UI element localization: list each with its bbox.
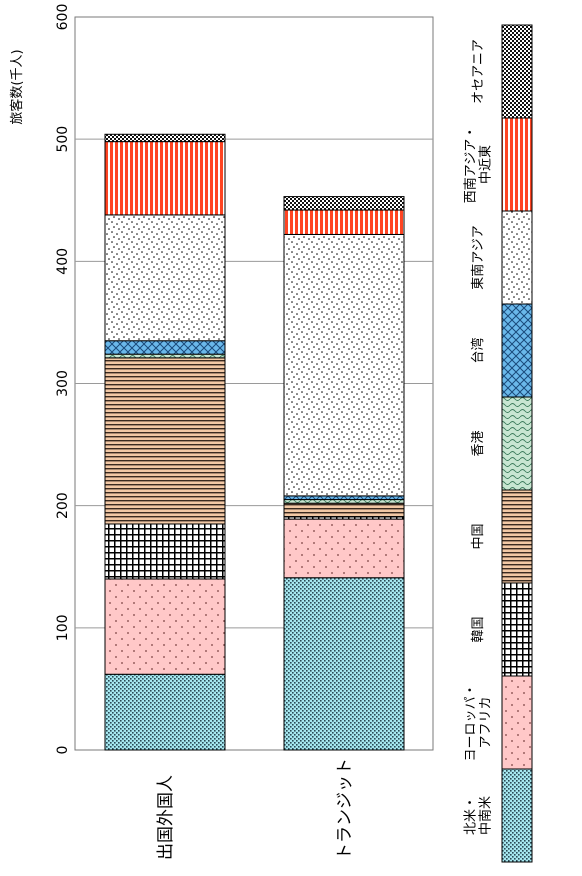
legend-swatch xyxy=(501,396,533,491)
legend-label: 台湾 xyxy=(470,337,486,363)
legend-label: 中国 xyxy=(471,523,486,549)
category-label: トランジット xyxy=(335,758,355,860)
bar-segment xyxy=(104,141,226,216)
y-tick-label: 100 xyxy=(55,614,71,641)
tick-labels: 0 100 200 300 400 500 600 xyxy=(55,4,71,755)
category-label: 出国外国人 xyxy=(156,775,176,860)
bar-segment xyxy=(283,577,405,751)
legend-label: 西南アジア・ xyxy=(463,126,479,203)
legend-label: 韓国 xyxy=(471,616,486,642)
bar-segment xyxy=(283,196,405,211)
legend: 北米・ 中南米 ヨーロッパ・ アフリカ 韓国 中国 香港 台湾 東南アジア 西南アジア・ 中近東 オセ… xyxy=(463,24,533,863)
bars xyxy=(104,133,405,751)
legend-label: 中近東 xyxy=(478,145,494,184)
bar-segment xyxy=(104,357,226,525)
category-labels: 出国外国人 トランジット xyxy=(156,758,355,860)
y-tick-label: 400 xyxy=(55,248,71,275)
legend-label: ヨーロッパ・ xyxy=(464,683,479,761)
y-tick-label: 500 xyxy=(55,126,71,153)
legend-swatch xyxy=(501,675,533,770)
bar-segment xyxy=(104,673,226,751)
legend-label: アフリカ xyxy=(479,696,494,748)
legend-swatch xyxy=(501,24,533,119)
bar-segment xyxy=(104,578,226,675)
legend-swatch xyxy=(501,210,533,305)
bar-segment xyxy=(283,495,405,501)
y-tick-label: 0 xyxy=(55,746,71,755)
y-tick-label: 600 xyxy=(55,4,71,31)
legend-label: 中南米 xyxy=(478,796,494,835)
bar-segment xyxy=(104,214,226,342)
bar-segment xyxy=(283,499,405,504)
legend-swatch xyxy=(501,489,533,584)
bar-segment xyxy=(283,518,405,579)
bar-segment xyxy=(283,233,405,497)
bar-segment xyxy=(283,209,405,235)
y-tick-label: 200 xyxy=(55,492,71,519)
bar-segment xyxy=(104,353,226,359)
bar-segment xyxy=(104,340,226,355)
y-axis-title: 旅客数(千人) xyxy=(9,49,25,124)
legend-label: 北米・ xyxy=(464,796,479,835)
legend-label: オセアニア xyxy=(471,39,486,104)
bar-segment xyxy=(283,502,405,518)
bar-segment xyxy=(104,523,226,580)
legend-swatch xyxy=(501,117,533,212)
y-tick-label: 300 xyxy=(55,370,71,397)
legend-swatch xyxy=(501,303,533,398)
legend-label: 香港 xyxy=(471,430,486,456)
bar-segment xyxy=(104,133,226,143)
legend-swatch xyxy=(501,768,533,863)
legend-label: 東南アジア xyxy=(470,225,486,289)
legend-swatch xyxy=(501,582,533,677)
